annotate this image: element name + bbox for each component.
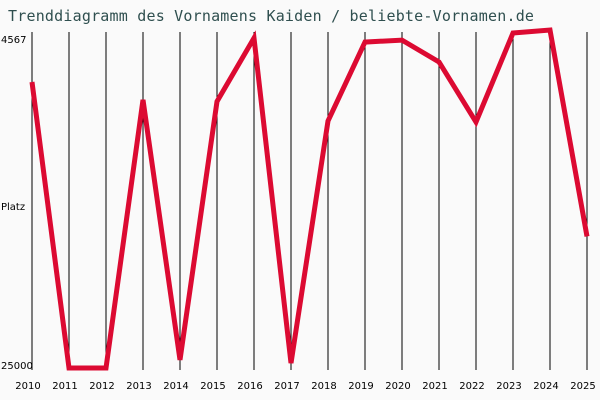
x-tick-label: 2021 [422,381,448,392]
trend-line [29,27,590,371]
x-tick-label: 2024 [533,381,559,392]
x-tick-label: 2025 [570,381,596,392]
x-tick-label: 2019 [348,381,374,392]
x-tick-label: 2011 [52,381,78,392]
x-tick-label: 2023 [496,381,522,392]
x-tick-label: 2013 [126,381,152,392]
x-tick-label: 2017 [274,381,300,392]
x-tick-label: 2020 [385,381,411,392]
x-tick-label: 2014 [163,381,189,392]
chart-title: Trenddiagramm des Vornamens Kaiden / bel… [8,7,535,25]
y-axis-label: Platz [1,202,26,213]
x-tick-label: 2015 [200,381,226,392]
x-tick-label: 2010 [15,381,41,392]
x-tick-label: 2022 [459,381,485,392]
x-tick-label: 2018 [311,381,337,392]
x-tick-label: 2016 [237,381,263,392]
y-tick-top: 4567 [1,35,27,46]
y-tick-bottom: 25000 [1,361,33,372]
vertical-gridlines [31,32,588,370]
x-tick-label: 2012 [89,381,115,392]
